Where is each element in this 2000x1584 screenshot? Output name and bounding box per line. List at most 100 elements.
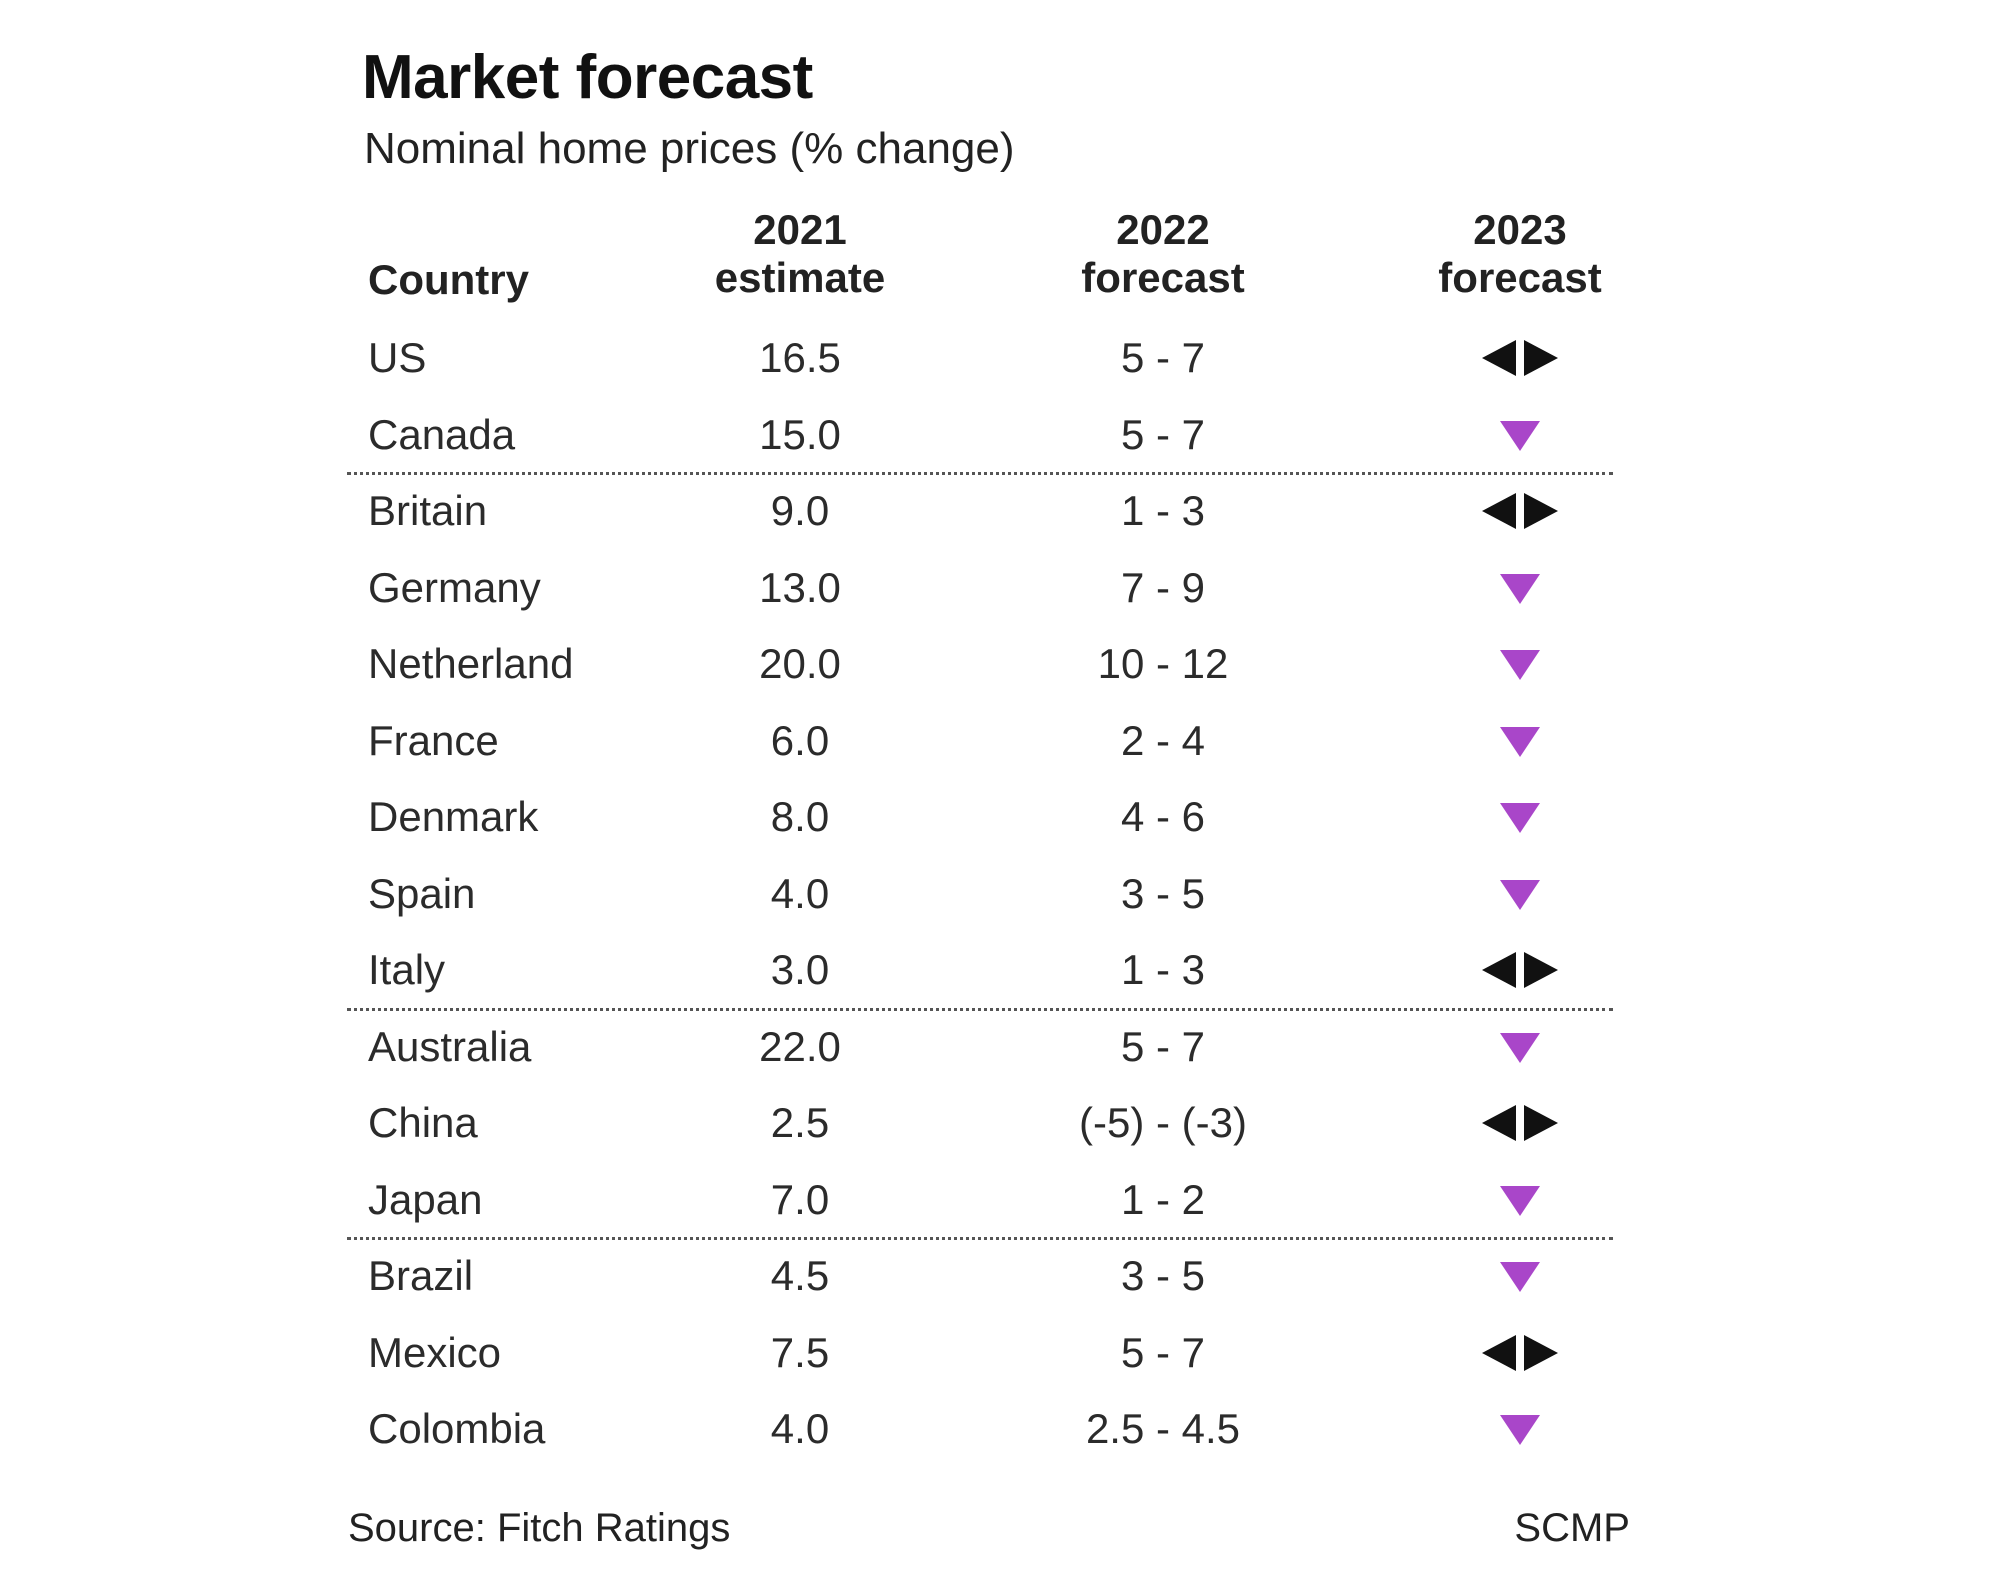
down-triangle-icon — [1500, 573, 1540, 604]
country-cell: Spain — [368, 869, 476, 917]
estimate-2021-cell: 20.0 — [759, 640, 841, 687]
estimate-2021-cell: 13.0 — [759, 563, 841, 611]
down-triangle-icon — [1500, 573, 1540, 604]
country-cell: Mexico — [368, 1328, 502, 1376]
right-arrow-icon — [1524, 952, 1558, 988]
country-cell: Denmark — [368, 793, 539, 840]
left-right-arrows-icon — [1482, 1334, 1558, 1371]
table-row: Colombia 4.0 2.5 - 4.5 — [0, 1391, 2000, 1467]
estimate-2021-cell: 16.5 — [759, 334, 841, 381]
estimate-2021-cell: 6.0 — [770, 716, 830, 764]
forecast-2023-cell — [1370, 1315, 1670, 1391]
left-arrow-icon — [1482, 1334, 1516, 1371]
left-right-arrows-icon — [1482, 1105, 1558, 1141]
table-row: US 16.5 5 - 7 — [0, 320, 2000, 396]
country-cell: Australia — [368, 1022, 532, 1070]
country-cell: Colombia — [368, 1405, 546, 1452]
forecast-2022-cell: 2.5 - 4.5 — [1085, 1405, 1241, 1452]
forecast-2022-cell: 7 - 9 — [1120, 563, 1206, 611]
down-triangle-icon — [1500, 1415, 1540, 1445]
table-row: Netherland 20.0 10 - 12 — [0, 626, 2000, 702]
forecast-2023-cell — [1370, 856, 1670, 932]
column-header-country: Country — [368, 256, 529, 303]
table-row: Japan 7.0 1 - 2 — [0, 1162, 2000, 1238]
table-row: France 6.0 2 - 4 — [0, 703, 2000, 779]
estimate-2021-cell: 15.0 — [759, 410, 841, 458]
table-row: Denmark 8.0 4 - 6 — [0, 779, 2000, 855]
estimate-2021-cell: 4.5 — [770, 1252, 830, 1299]
forecast-2022-cell: 4 - 6 — [1120, 793, 1206, 840]
forecast-2023-cell — [1370, 320, 1670, 396]
estimate-2021-cell: 2.5 — [770, 1099, 830, 1146]
forecast-2022-cell: 5 - 7 — [1120, 1022, 1206, 1070]
table-row: Australia 22.0 5 - 7 — [0, 1009, 2000, 1085]
country-cell: Brazil — [368, 1252, 474, 1299]
right-arrow-icon — [1524, 1334, 1558, 1371]
table-row: Canada 15.0 5 - 7 — [0, 397, 2000, 473]
estimate-2021-cell: 3.0 — [770, 946, 830, 993]
table-row: Brazil 4.5 3 - 5 — [0, 1238, 2000, 1314]
down-triangle-icon — [1500, 1032, 1540, 1063]
forecast-2023-cell — [1370, 1085, 1670, 1161]
table-row: Britain 9.0 1 - 3 — [0, 473, 2000, 549]
down-triangle-icon — [1500, 803, 1540, 833]
forecast-2022-cell: 10 - 12 — [1097, 640, 1229, 687]
table-row: Germany 13.0 7 - 9 — [0, 550, 2000, 626]
forecast-2023-cell — [1370, 1162, 1670, 1238]
estimate-2021-cell: 7.0 — [770, 1175, 830, 1223]
country-cell: China — [368, 1099, 478, 1146]
down-triangle-icon — [1500, 1185, 1540, 1216]
down-triangle-icon — [1500, 1032, 1540, 1063]
down-triangle-icon — [1500, 803, 1540, 833]
down-triangle-icon — [1500, 879, 1540, 910]
forecast-2022-cell: 5 - 7 — [1120, 1328, 1206, 1376]
left-arrow-icon — [1482, 1105, 1516, 1141]
country-cell: Netherland — [368, 640, 574, 687]
source-note: Source: Fitch Ratings — [348, 1506, 731, 1550]
estimate-2021-cell: 8.0 — [770, 793, 830, 840]
left-arrow-icon — [1482, 952, 1516, 988]
right-arrow-icon — [1524, 1105, 1558, 1141]
chart-title: Market forecast — [362, 43, 813, 112]
forecast-2022-cell: 1 - 2 — [1120, 1175, 1206, 1223]
down-triangle-icon — [1500, 879, 1540, 910]
estimate-2021-cell: 7.5 — [770, 1328, 830, 1376]
forecast-2022-cell: (-5) - (-3) — [1079, 1099, 1247, 1146]
country-cell: Japan — [368, 1175, 483, 1223]
forecast-2022-cell: 5 - 7 — [1120, 334, 1206, 381]
chart-subtitle: Nominal home prices (% change) — [364, 124, 1015, 173]
down-triangle-icon — [1500, 1262, 1540, 1292]
forecast-2022-cell: 3 - 5 — [1120, 1252, 1206, 1299]
estimate-2021-cell: 9.0 — [770, 487, 830, 534]
forecast-2023-cell — [1370, 1391, 1670, 1467]
forecast-2023-cell — [1370, 932, 1670, 1008]
left-right-arrows-icon — [1482, 952, 1558, 988]
estimate-2021-cell: 22.0 — [759, 1022, 841, 1070]
left-arrow-icon — [1482, 340, 1516, 376]
forecast-2023-cell — [1370, 473, 1670, 549]
table-row: Spain 4.0 3 - 5 — [0, 856, 2000, 932]
down-triangle-icon — [1500, 1185, 1540, 1216]
country-cell: Britain — [368, 487, 488, 534]
down-triangle-icon — [1500, 1262, 1540, 1292]
forecast-2023-cell — [1370, 703, 1670, 779]
forecast-2023-cell — [1370, 550, 1670, 626]
forecast-2022-cell: 2 - 4 — [1120, 716, 1206, 764]
forecast-2022-cell: 1 - 3 — [1120, 487, 1206, 534]
forecast-2022-cell: 5 - 7 — [1120, 410, 1206, 458]
left-arrow-icon — [1482, 493, 1516, 529]
left-right-arrows-icon — [1482, 493, 1558, 529]
forecast-2023-cell — [1370, 779, 1670, 855]
group-divider — [347, 1007, 1613, 1011]
estimate-2021-cell: 4.0 — [770, 869, 830, 917]
group-divider — [347, 472, 1613, 475]
down-triangle-icon — [1500, 726, 1540, 757]
table-row: Italy 3.0 1 - 3 — [0, 932, 2000, 1008]
column-header-2021-estimate: 2021 estimate — [714, 206, 886, 301]
forecast-2023-cell — [1370, 626, 1670, 702]
forecast-2023-cell — [1370, 1009, 1670, 1085]
forecast-2022-cell: 1 - 3 — [1120, 946, 1206, 993]
down-triangle-icon — [1500, 1415, 1540, 1445]
down-triangle-icon — [1500, 650, 1540, 680]
